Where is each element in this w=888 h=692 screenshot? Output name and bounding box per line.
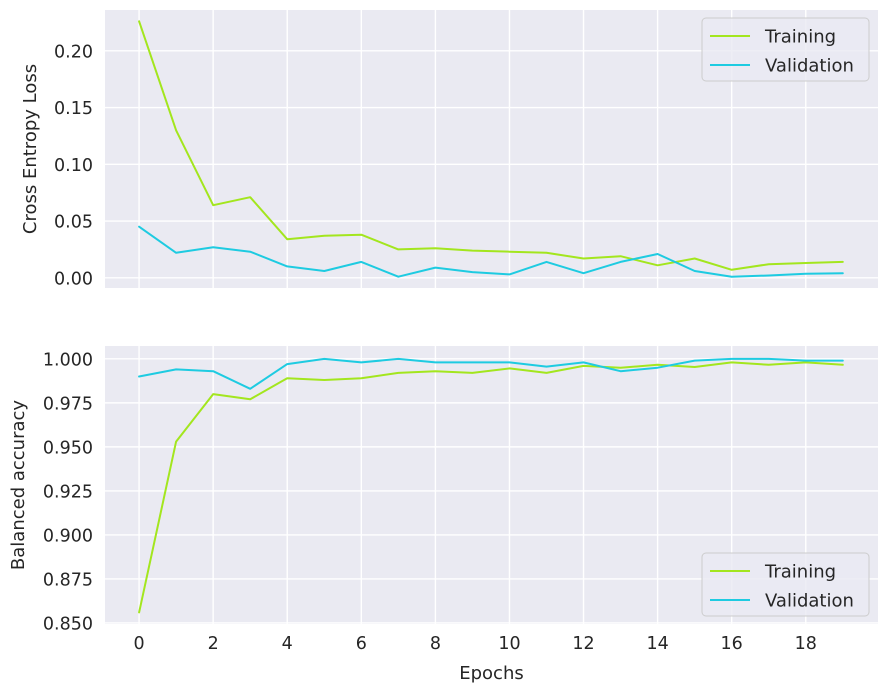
x-tick-label: 6 bbox=[356, 634, 367, 654]
x-tick-label: 8 bbox=[430, 634, 441, 654]
series-line-validation bbox=[138, 357, 844, 390]
y-tick-label: 0.975 bbox=[43, 394, 93, 414]
y-tick-label: 0.20 bbox=[54, 42, 93, 62]
y-tick-label: 0.900 bbox=[43, 526, 93, 546]
y-tick-label: 1.000 bbox=[43, 350, 93, 370]
y-tick-label: 0.10 bbox=[54, 156, 93, 176]
x-tick-label: 18 bbox=[795, 634, 817, 654]
legend-label-validation: Validation bbox=[765, 591, 854, 612]
series-line-validation bbox=[138, 225, 844, 278]
series-line-training bbox=[138, 361, 844, 614]
x-tick-label: 10 bbox=[498, 634, 520, 654]
x-axis-label: Epochs bbox=[459, 663, 524, 684]
legend-label-validation: Validation bbox=[765, 56, 854, 77]
y-tick-label: 0.05 bbox=[54, 213, 93, 233]
x-tick-label: 16 bbox=[721, 634, 743, 654]
loss-panel: 0.00 0.05 0.10 0.15 0.20 Training Validation bbox=[54, 10, 878, 289]
y-tick-label: 0.00 bbox=[54, 269, 93, 289]
legend: Training Validation bbox=[701, 17, 870, 82]
x-tick-label: 12 bbox=[572, 634, 594, 654]
y-tick-label: 0.925 bbox=[43, 482, 93, 502]
x-tick-label: 14 bbox=[646, 634, 668, 654]
x-tick-label: 2 bbox=[208, 634, 219, 654]
y-tick-label: 0.850 bbox=[43, 614, 93, 634]
legend: Training Validation bbox=[701, 552, 870, 617]
x-tick-label: 4 bbox=[282, 634, 293, 654]
legend-label-training: Training bbox=[764, 27, 836, 48]
y-tick-label: 0.15 bbox=[54, 99, 93, 119]
y-tick-label: 0.950 bbox=[43, 438, 93, 458]
y-axis-label-loss: Cross Entropy Loss bbox=[20, 64, 41, 234]
accuracy-panel: 0.850 0.875 0.900 0.925 0.950 0.975 1.000 0 2 4 6 8… bbox=[43, 346, 878, 654]
legend-label-training: Training bbox=[764, 562, 836, 583]
y-axis-label-accuracy: Balanced accuracy bbox=[8, 400, 29, 570]
series-line-training bbox=[138, 20, 844, 271]
x-tick-label: 0 bbox=[134, 634, 145, 654]
y-tick-label: 0.875 bbox=[43, 570, 93, 590]
